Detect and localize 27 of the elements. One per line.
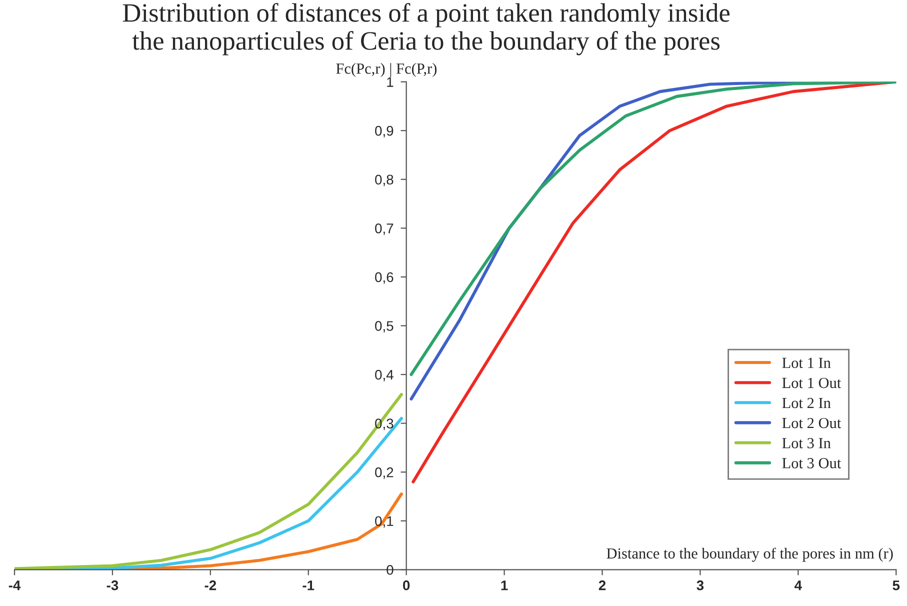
x-tick-label: 4 bbox=[794, 580, 802, 590]
y-tick-label: 0,7 bbox=[375, 223, 394, 235]
x-tick-label: -2 bbox=[204, 580, 216, 590]
legend-label: Lot 3 Out bbox=[782, 458, 842, 468]
legend-label: Lot 3 In bbox=[782, 438, 831, 448]
y-tick-label: 0,2 bbox=[375, 467, 394, 479]
y-tick-label: 1 bbox=[387, 77, 394, 87]
x-tick-label: -1 bbox=[302, 580, 314, 590]
x-tick-label: 2 bbox=[598, 580, 606, 590]
y-tick-label: 0,8 bbox=[375, 174, 394, 186]
y-tick-label: 0,9 bbox=[375, 126, 394, 138]
y-tick-label: 0,6 bbox=[375, 272, 394, 284]
legend-label: Lot 2 Out bbox=[782, 418, 842, 428]
x-axis-title: Distance to the boundary of the pores in nm (r) bbox=[606, 548, 893, 562]
x-tick-label: -3 bbox=[106, 580, 118, 590]
legend-label: Lot 1 In bbox=[782, 358, 831, 368]
legend-label: Lot 2 In bbox=[782, 398, 831, 408]
x-tick-label: 0 bbox=[403, 580, 410, 590]
x-tick-label: 1 bbox=[501, 580, 508, 590]
y-axis-title: Fc(Pc,r) | Fc(P,r) bbox=[336, 63, 437, 77]
x-tick-label: -4 bbox=[8, 580, 21, 590]
x-tick-label: 3 bbox=[696, 580, 704, 590]
x-tick-label: 5 bbox=[892, 580, 900, 590]
y-tick-label: 0,4 bbox=[375, 370, 394, 382]
legend-label: Lot 1 Out bbox=[782, 378, 842, 388]
y-tick-label: 0,5 bbox=[375, 321, 394, 333]
chart-title: Distribution of distances of a point taken randomly inside the nanoparticules of Ceria to the boundary of the pores bbox=[122, 3, 730, 56]
